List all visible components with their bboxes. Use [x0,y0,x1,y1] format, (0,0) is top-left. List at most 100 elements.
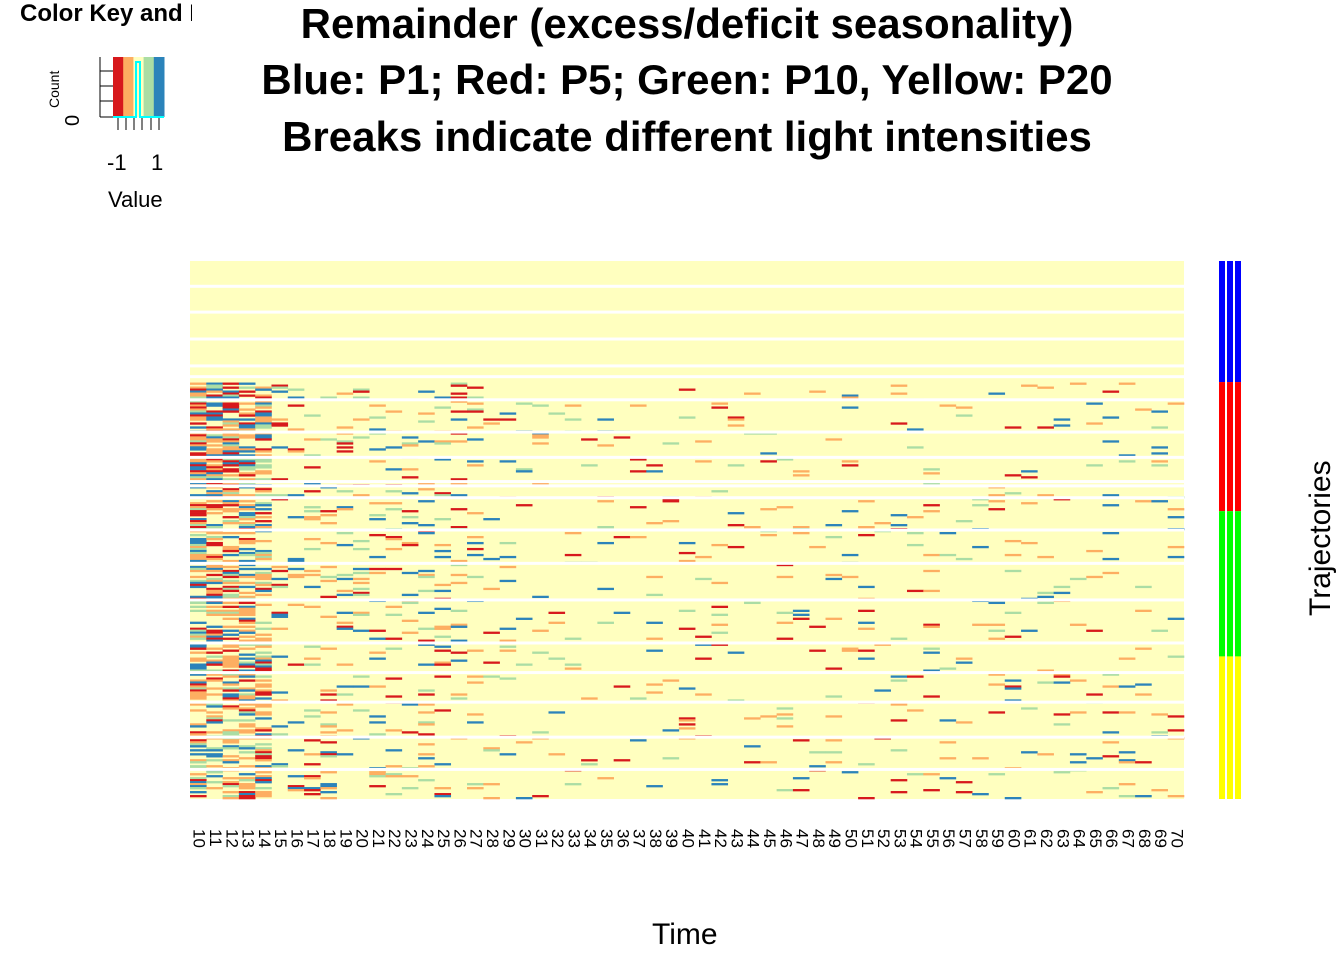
heatmap-cell [858,657,875,660]
heatmap-cell [418,757,435,760]
heatmap-cell [222,454,240,457]
heatmap-cell [841,460,859,463]
heatmap-cell [238,553,256,557]
heatmap-cell [206,454,223,457]
heatmap-cell [255,464,272,467]
heatmap-cell [336,426,354,429]
x-tick-label: 50 [841,829,860,848]
heatmap-cell [499,555,517,559]
heatmap-cell [190,673,207,676]
heatmap-cell [255,639,272,642]
heatmap-cell [190,647,207,650]
heatmap-cell [206,651,223,654]
heatmap-cell [320,755,337,758]
heatmap-cell [222,637,240,640]
heatmap-cell [369,651,386,654]
x-tick-label: 24 [418,829,437,848]
heatmap-cell [467,438,484,441]
heatmap-cell [858,585,875,589]
heatmap-cell [369,657,386,660]
heatmap-cell [304,793,321,796]
x-tick-label: 54 [907,829,926,848]
heatmap-cell [287,404,305,407]
heatmap-cell [1151,452,1169,455]
heatmap-cell [222,422,240,425]
heatmap-cell [238,460,256,463]
heatmap-cell [695,635,712,638]
heatmap-cell [695,460,712,463]
heatmap-cell [939,531,957,535]
heatmap-cell [304,569,321,573]
heatmap-cell [939,667,957,670]
heatmap-cell [450,625,468,628]
heatmap-cell [190,739,207,742]
heatmap-cell [255,665,272,668]
heatmap-cell [190,595,207,599]
heatmap-cell [190,745,207,748]
heatmap-cell [190,627,207,630]
heatmap-cell [222,729,240,732]
heatmap-cell [190,665,207,668]
heatmap-cell [1102,531,1120,535]
heatmap-cell [238,719,256,722]
heatmap-cell [271,699,289,702]
heatmap-cell [206,404,223,407]
heatmap-cell [841,394,859,397]
heatmap-cell [222,777,240,780]
heatmap-cell [206,470,223,473]
heatmap-cell [222,617,240,620]
heatmap-cell [499,418,517,421]
heatmap-cell [206,468,223,471]
heatmap-cell [744,717,761,720]
heatmap-cell [1151,464,1169,467]
heatmap-cell [238,687,256,690]
x-tick-label: 31 [532,829,551,848]
heatmap-cell [190,569,207,573]
heatmap-cell [369,448,386,451]
x-tick-label: 46 [776,829,795,848]
x-tick-label: 36 [613,829,632,848]
heatmap-cell [238,631,256,634]
heatmap-cell [1004,474,1022,477]
heatmap-cell [646,691,663,694]
heatmap-cell [271,733,289,736]
heatmap-cell [923,669,940,672]
heatmap-cell [255,759,272,762]
heatmap-cell [222,575,240,579]
heatmap-cell [385,637,403,640]
heatmap-cell [190,743,207,746]
heatmap-cell [776,458,794,461]
heatmap-cell [255,388,272,391]
heatmap-cell [629,506,647,509]
heatmap-cell [972,793,989,796]
heatmap-cell [499,649,517,652]
heatmap-cell [434,494,452,497]
heatmap-cell [450,581,468,585]
heatmap-cell [238,643,256,646]
heatmap-cell [662,729,680,732]
heatmap-cell [206,593,223,597]
color-key-swatch [123,57,134,117]
heatmap-cell [222,464,240,467]
heatmap-cell [304,775,321,778]
color-key-swatch [143,57,155,117]
heatmap-cell [646,575,663,579]
heatmap-cell [222,390,240,393]
heatmap-cell [238,751,256,754]
heatmap-cell [222,444,240,447]
heatmap-cell [336,573,354,577]
heatmap-cell [238,386,256,389]
heatmap-cell [434,661,452,664]
heatmap-cell [467,553,484,557]
heatmap-cell [581,438,598,441]
heatmap-cell [255,394,272,397]
heatmap-cell [939,719,957,722]
heatmap-cell [711,581,729,585]
heatmap-cell [418,693,435,696]
heatmap-cell [532,442,549,445]
heatmap-cell [190,434,207,437]
heatmap-cell [352,587,370,591]
heatmap-cell [222,504,240,507]
heatmap-cell [809,625,826,628]
heatmap-cell [1069,623,1087,626]
